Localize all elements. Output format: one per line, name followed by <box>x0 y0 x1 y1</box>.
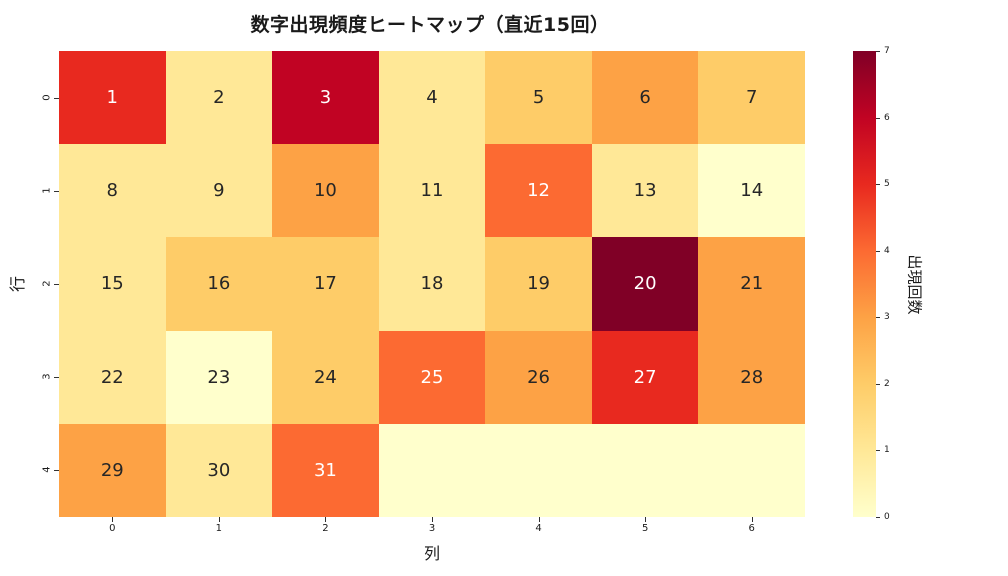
chart-title: 数字出現頻度ヒートマップ（直近15回） <box>250 14 610 36</box>
y-tick-label: 4 <box>41 466 53 474</box>
colorbar-tick-mark <box>876 250 880 252</box>
colorbar-tick-label: 1 <box>884 445 890 456</box>
y-tick-mark <box>54 190 59 192</box>
heatmap-cell: 28 <box>698 330 805 424</box>
colorbar-tick-label: 5 <box>884 179 890 190</box>
heatmap-cell: 1 <box>59 51 166 145</box>
x-tick-label: 4 <box>535 523 542 534</box>
heatmap-cell: 18 <box>378 237 486 331</box>
heatmap-cell: 25 <box>378 330 486 424</box>
x-tick-label: 1 <box>215 523 223 534</box>
heatmap-cell: 19 <box>485 237 592 331</box>
heatmap-cell: 14 <box>698 144 805 238</box>
heatmap-cell: 27 <box>591 330 699 424</box>
heatmap-cell: 6 <box>591 51 699 145</box>
heatmap-cell: 4 <box>378 51 486 145</box>
heatmap-cell <box>698 423 805 517</box>
heatmap-cell: 24 <box>272 330 379 424</box>
colorbar-tick-label: 0 <box>884 512 890 522</box>
heatmap-cell: 10 <box>272 144 379 238</box>
heatmap-cell <box>378 423 486 517</box>
heatmap-cell: 29 <box>59 423 166 517</box>
x-tick-label: 6 <box>748 523 755 534</box>
x-tick-label: 0 <box>109 523 116 534</box>
x-tick-label: 3 <box>428 523 436 534</box>
heatmap-cell: 17 <box>272 237 379 331</box>
y-tick-label: 3 <box>41 373 53 380</box>
heatmap-cell: 13 <box>591 144 699 238</box>
colorbar-tick-mark <box>876 117 880 119</box>
y-axis-label: 行 <box>8 275 28 293</box>
heatmap-grid: 1 2 3 4 5 6 7 8 9 10 11 12 13 14 15 16 17 18 19 20 21 22 23 24 2… <box>59 51 805 517</box>
x-tick-mark <box>218 517 220 522</box>
y-tick-mark <box>54 97 59 99</box>
colorbar-tick-label: 2 <box>884 378 890 389</box>
heatmap-cell: 23 <box>165 330 273 424</box>
heatmap-cell: 20 <box>591 237 699 331</box>
x-tick-mark <box>645 517 647 522</box>
colorbar-tick-mark <box>876 184 880 186</box>
heatmap-cell: 5 <box>485 51 592 145</box>
colorbar-tick-mark <box>876 517 880 518</box>
colorbar-tick-mark <box>876 317 880 319</box>
x-tick-mark <box>751 517 753 522</box>
y-tick-mark <box>54 377 59 379</box>
x-tick-mark <box>538 517 540 522</box>
colorbar-tick-label: 3 <box>884 312 890 323</box>
y-tick-label: 1 <box>41 187 53 194</box>
colorbar-tick-mark <box>876 450 880 452</box>
heatmap-cell: 2 <box>165 51 273 145</box>
heatmap-cell: 9 <box>165 144 273 238</box>
heatmap-cell: 31 <box>272 423 379 517</box>
colorbar-tick-label: 6 <box>884 112 890 123</box>
colorbar <box>853 51 876 517</box>
heatmap-cell: 15 <box>59 237 166 331</box>
heatmap-cell <box>485 423 592 517</box>
heatmap-cell: 26 <box>485 330 592 424</box>
x-axis-label: 列 <box>424 544 441 563</box>
x-tick-label: 2 <box>322 523 329 534</box>
colorbar-tick-mark <box>876 383 880 385</box>
y-tick-mark <box>54 284 59 285</box>
heatmap-cell: 8 <box>59 144 166 238</box>
x-tick-mark <box>325 517 327 522</box>
heatmap-cell: 21 <box>698 237 805 331</box>
colorbar-label: 出現回数 <box>905 254 924 315</box>
heatmap-cell: 30 <box>165 423 273 517</box>
y-tick-label: 0 <box>41 93 53 101</box>
heatmap-cell <box>591 423 699 517</box>
heatmap-cell: 11 <box>378 144 486 238</box>
x-tick-label: 5 <box>641 523 649 534</box>
heatmap-cell: 7 <box>698 51 805 145</box>
x-tick-mark <box>112 517 114 522</box>
colorbar-tick-mark <box>876 51 880 52</box>
heatmap-cell: 12 <box>485 144 592 238</box>
heatmap-cell: 3 <box>272 51 379 145</box>
heatmap-cell: 22 <box>59 330 166 424</box>
colorbar-tick-label: 7 <box>884 46 890 56</box>
y-tick-label: 2 <box>41 280 53 287</box>
colorbar-tick-label: 4 <box>884 245 890 256</box>
x-tick-mark <box>432 517 433 522</box>
y-tick-mark <box>54 470 59 472</box>
heatmap-cell: 16 <box>165 237 273 331</box>
